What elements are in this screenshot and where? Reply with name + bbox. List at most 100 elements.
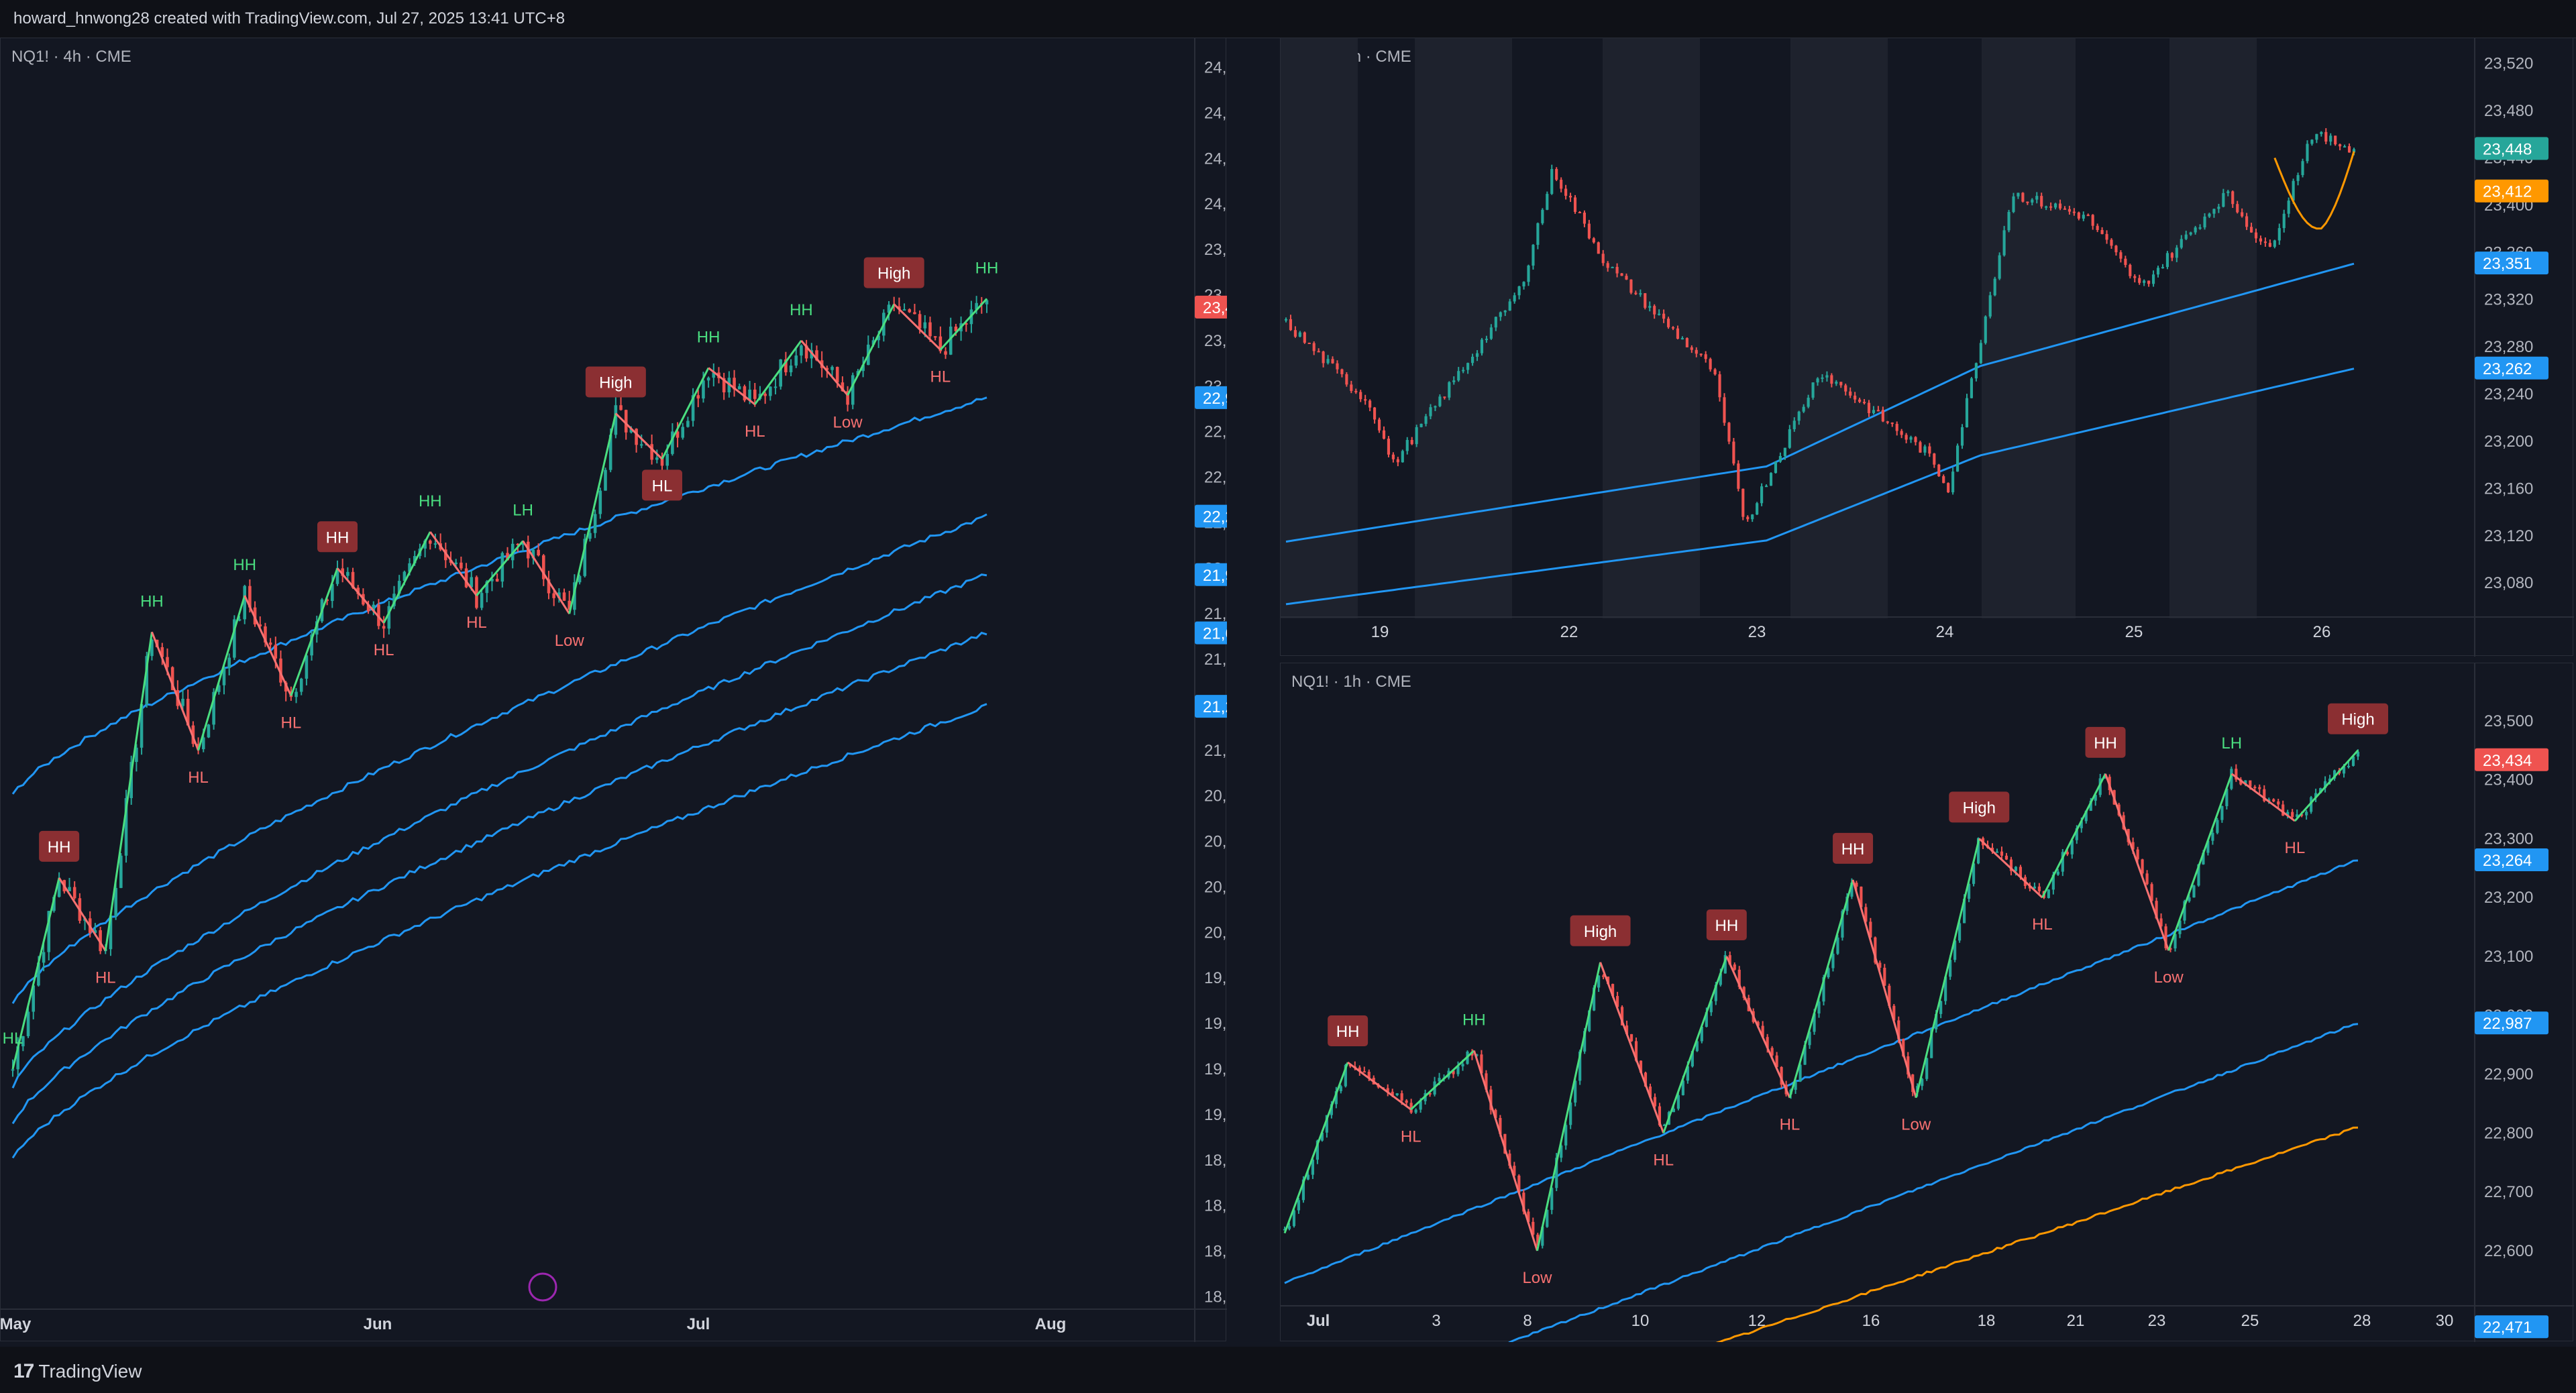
- zigzag-segment: [197, 595, 246, 751]
- candle-body: [2267, 799, 2271, 801]
- candle-body: [1573, 197, 1577, 212]
- candle: [1345, 372, 1348, 387]
- candle-body: [2273, 240, 2276, 247]
- candle: [1778, 452, 1782, 463]
- candle-body: [170, 667, 174, 690]
- y-tick-label: 23,240: [2484, 386, 2533, 404]
- candle: [2047, 889, 2050, 899]
- price-label: 23,434: [2483, 752, 2532, 770]
- candle-body: [1555, 1158, 1558, 1188]
- price-label-box: [1195, 504, 1227, 528]
- pivot-label: HL: [745, 423, 765, 441]
- chart-top-right-svg[interactable]: 23,52023,48023,44023,40023,36023,32023,2…: [1281, 38, 2574, 657]
- candle: [2310, 139, 2314, 146]
- candle: [2320, 131, 2323, 137]
- candle: [2216, 818, 2219, 834]
- candle-body: [2002, 230, 2006, 256]
- candle-body: [1904, 435, 1908, 440]
- candle-body: [763, 394, 767, 396]
- candle: [2272, 798, 2275, 803]
- candle: [114, 881, 117, 920]
- candle-body: [1878, 962, 1882, 968]
- candle: [1629, 1034, 1633, 1042]
- zigzag-segment: [1599, 962, 1665, 1133]
- candle: [1764, 484, 1768, 488]
- chart-panel-top-right[interactable]: NQ1! · 1h · CME 23,52023,48023,44023,400…: [1280, 38, 2574, 657]
- candle-body: [923, 322, 927, 329]
- candle: [1769, 472, 1773, 486]
- chart-panel-left[interactable]: NQ1! · 4h · CME 24,750 24,500 24,250 24,000…: [0, 38, 1227, 1342]
- candle: [1597, 241, 1600, 254]
- candle: [1666, 317, 1670, 329]
- zigzag-segment: [1788, 879, 1854, 1099]
- candle-body: [841, 382, 845, 392]
- candle-body: [166, 657, 169, 667]
- candle: [464, 563, 468, 588]
- candle: [1783, 447, 1786, 460]
- candle-body: [975, 302, 978, 310]
- candle: [1359, 390, 1362, 402]
- candle: [2151, 270, 2155, 287]
- y-tick-label: 18,500: [1204, 1197, 1227, 1215]
- candle-body: [68, 887, 71, 891]
- candle-body: [2301, 161, 2304, 176]
- candle: [1415, 425, 1418, 447]
- candle-body: [861, 365, 865, 372]
- candle-body: [2263, 789, 2266, 801]
- candle: [99, 926, 102, 954]
- candle-body: [1480, 339, 1484, 353]
- candle-body: [2051, 875, 2055, 890]
- x-tick-label: 26: [2313, 623, 2331, 641]
- credit-text: howard_hnwong28 created with TradingView…: [13, 9, 566, 27]
- pivot-label-box: [1833, 832, 1874, 864]
- candle: [1582, 210, 1587, 227]
- chart-bottom-right-svg[interactable]: 23,50023,40023,30023,20023,10023,00022,9…: [1281, 663, 2574, 1342]
- candle-body: [1648, 1086, 1652, 1097]
- moving-average-line: [11, 631, 987, 1125]
- candle-body: [1391, 1091, 1394, 1096]
- candle: [1396, 457, 1399, 467]
- candle-body: [1951, 471, 1955, 492]
- candle-body: [547, 579, 551, 594]
- candle-body: [1995, 851, 1999, 853]
- candle: [1727, 422, 1731, 445]
- candle: [1914, 436, 1917, 446]
- candle-body: [201, 737, 205, 750]
- candle-body: [480, 593, 484, 608]
- candle-body: [1386, 1088, 1389, 1092]
- candle-body: [2091, 215, 2094, 226]
- chart-panel-bottom-right[interactable]: NQ1! · 1h · CME 23,500 23,400 23,300 23,200…: [1280, 663, 2574, 1342]
- candle-body: [186, 698, 190, 726]
- candle-body: [233, 619, 236, 658]
- candle-body: [109, 915, 113, 950]
- candle: [2211, 829, 2214, 845]
- candle-body: [1409, 1103, 1413, 1113]
- candle: [428, 539, 432, 550]
- candle-body: [830, 367, 834, 370]
- chart-left-svg[interactable]: 24,75024,50024,25024,00023,75023,50023,2…: [1, 38, 1227, 1342]
- candle-body: [1695, 1041, 1699, 1052]
- candle-body: [1783, 447, 1786, 456]
- candle: [2188, 894, 2191, 903]
- candle-body: [2145, 873, 2149, 885]
- candle: [1527, 264, 1530, 286]
- candle-body: [1825, 375, 1829, 378]
- pivot-label: HL: [374, 641, 394, 659]
- candle-body: [433, 543, 437, 545]
- candle-body: [1443, 396, 1446, 398]
- candle: [1336, 360, 1339, 374]
- candle-body: [629, 429, 633, 433]
- pivot-label: HL: [930, 368, 951, 386]
- candle: [1485, 335, 1489, 343]
- tradingview-logo[interactable]: 17 TradingView: [13, 1360, 142, 1383]
- candle-body: [1881, 410, 1884, 422]
- candle-body: [2282, 213, 2286, 229]
- short-ma-line: [2273, 151, 2355, 230]
- candle: [1307, 342, 1311, 345]
- candle-body: [2263, 241, 2267, 243]
- candle: [1283, 1226, 1287, 1231]
- candle-body: [696, 395, 700, 399]
- candle: [2334, 135, 2337, 146]
- candle: [1883, 964, 1886, 987]
- candle-body: [1452, 1070, 1455, 1074]
